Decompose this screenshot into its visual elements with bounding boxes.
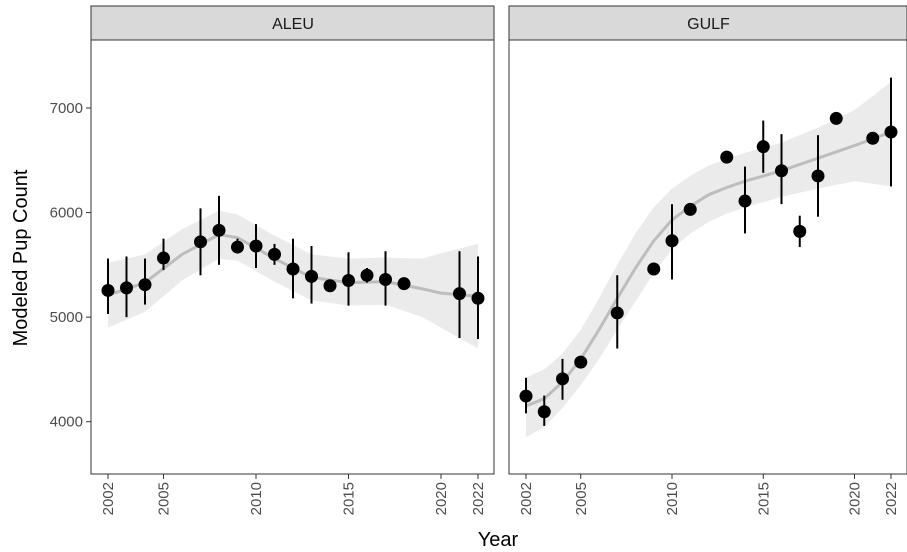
data-point bbox=[323, 279, 337, 293]
x-tick-label: 2015 bbox=[755, 482, 772, 515]
data-point bbox=[342, 274, 355, 288]
y-tick-label: 5000 bbox=[50, 309, 83, 326]
x-tick-label: 2005 bbox=[573, 482, 590, 515]
data-point bbox=[610, 306, 624, 320]
x-tick-label: 2010 bbox=[664, 482, 681, 515]
x-tick-label: 2022 bbox=[883, 482, 900, 515]
data-point bbox=[738, 194, 752, 208]
x-tick-label: 2020 bbox=[433, 482, 450, 515]
data-point bbox=[379, 272, 392, 286]
data-point bbox=[775, 164, 788, 178]
data-point bbox=[305, 269, 318, 283]
data-point bbox=[360, 268, 374, 282]
data-point bbox=[647, 262, 661, 276]
x-tick-label: 2002 bbox=[518, 482, 535, 515]
y-axis-title: Modeled Pup Count bbox=[10, 169, 32, 346]
panel-gulf: GULF 2002 2005 2010 2015 2020 2022 bbox=[508, 5, 907, 515]
panel-border bbox=[90, 39, 495, 475]
y-tick-label: 7000 bbox=[50, 100, 83, 117]
y-tick-label: 4000 bbox=[50, 414, 83, 431]
facet-strip-label: GULF bbox=[687, 16, 730, 33]
data-point bbox=[720, 150, 734, 164]
x-tick-label: 2022 bbox=[470, 482, 487, 515]
data-point bbox=[811, 169, 825, 183]
facet-strip bbox=[508, 5, 907, 41]
data-point bbox=[138, 278, 152, 292]
data-point bbox=[574, 355, 588, 369]
data-point bbox=[249, 239, 263, 253]
data-point bbox=[453, 287, 466, 301]
data-point bbox=[268, 247, 281, 261]
x-axis-title: Year bbox=[478, 529, 519, 551]
data-point bbox=[884, 125, 898, 139]
y-axis: 4000 5000 6000 7000 bbox=[50, 100, 91, 431]
data-point bbox=[194, 235, 207, 249]
data-point bbox=[231, 240, 244, 254]
confidence-ribbon bbox=[526, 81, 891, 438]
data-point bbox=[101, 283, 115, 297]
data-point bbox=[756, 140, 770, 154]
data-point bbox=[120, 281, 133, 295]
x-tick-label: 2005 bbox=[156, 482, 173, 515]
x-tick-label: 2020 bbox=[847, 482, 864, 515]
panel-background bbox=[509, 40, 907, 474]
panel-aleu: ALEU 2002 2005 2010 2015 2020 2022 bbox=[90, 5, 495, 515]
facet-strip-label: ALEU bbox=[272, 16, 314, 33]
data-point bbox=[793, 224, 807, 238]
data-point bbox=[286, 262, 300, 276]
data-point bbox=[556, 372, 569, 386]
data-point bbox=[665, 234, 679, 248]
x-tick-label: 2002 bbox=[100, 482, 117, 515]
data-point bbox=[471, 291, 485, 305]
data-point bbox=[829, 111, 843, 125]
x-tick-label: 2015 bbox=[341, 482, 358, 515]
data-point bbox=[519, 389, 533, 403]
x-tick-label: 2010 bbox=[248, 482, 265, 515]
data-point bbox=[537, 405, 551, 419]
data-point bbox=[157, 251, 170, 265]
panels-group: ALEU 2002 2005 2010 2015 2020 2022 GULF 2002 2005… bbox=[90, 5, 907, 515]
data-point bbox=[212, 223, 226, 237]
facet-strip bbox=[90, 5, 495, 41]
data-point bbox=[683, 202, 697, 216]
panel-border bbox=[508, 39, 907, 475]
data-point bbox=[866, 131, 880, 145]
data-point bbox=[397, 277, 411, 291]
y-tick-label: 6000 bbox=[50, 205, 83, 222]
